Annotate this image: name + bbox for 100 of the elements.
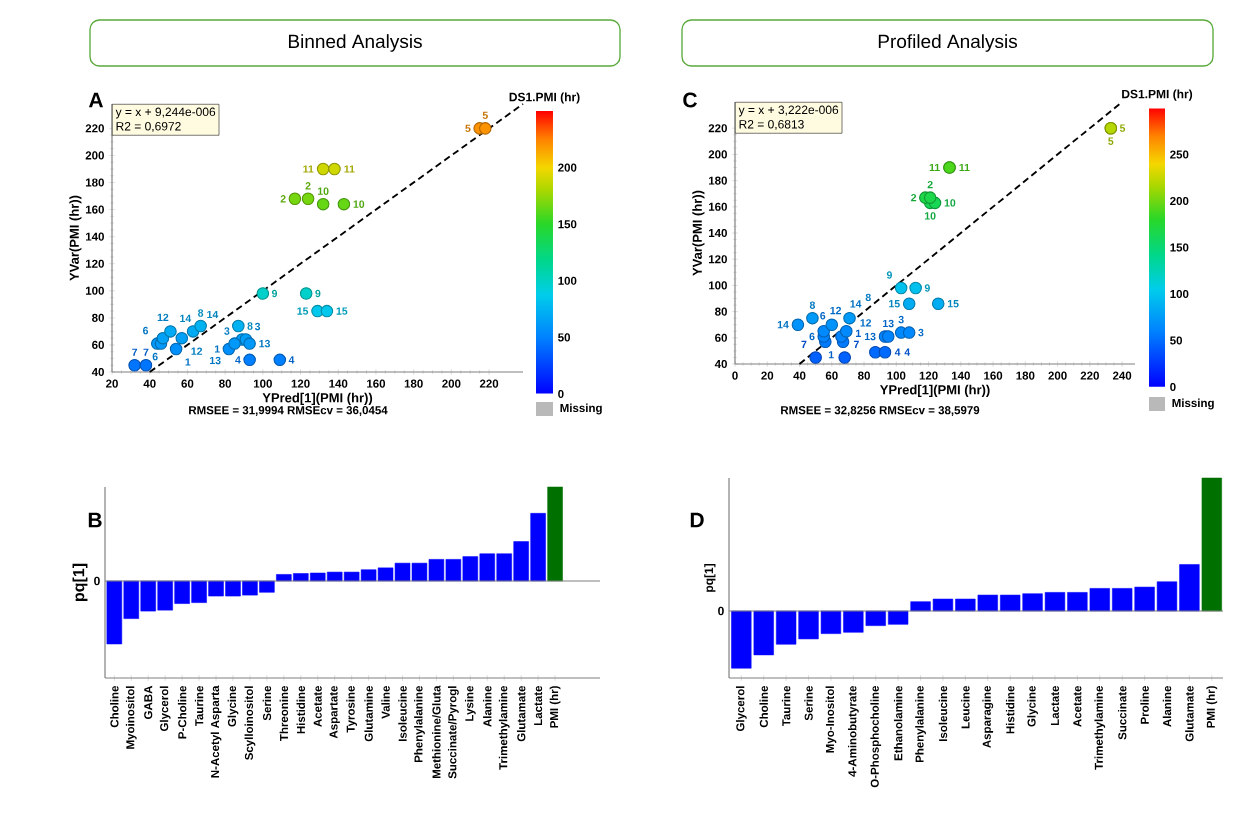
x-tick-label: Choline xyxy=(110,685,119,728)
x-tick-label: 200 xyxy=(442,379,461,388)
y-tick-label: 60 xyxy=(715,333,727,342)
color-bar-label: 100 xyxy=(558,276,577,285)
x-tick-label: Lactate xyxy=(1050,685,1059,726)
annotation: 11 xyxy=(303,165,314,173)
annotation: 12 xyxy=(191,347,203,355)
y-tick-label: 200 xyxy=(85,151,104,160)
annotation: 11 xyxy=(959,163,970,172)
annotation: 14 xyxy=(850,300,862,308)
x-tick-label: 60 xyxy=(181,379,194,388)
annotation: y = x + 3,222e-006 xyxy=(738,105,839,117)
annotation: 10 xyxy=(944,199,956,207)
annotation: 5 xyxy=(1119,124,1126,132)
annotation: 2 xyxy=(305,182,311,190)
y-tick-label: 100 xyxy=(86,286,104,295)
x-tick-label: Isoleucine xyxy=(938,685,948,741)
y-tick-label: 180 xyxy=(86,178,104,187)
text: Missing xyxy=(560,403,602,415)
annotation: 3 xyxy=(918,328,924,337)
annotation: 5 xyxy=(1108,137,1114,145)
x-tick-label: Threonine xyxy=(279,685,289,741)
text: D xyxy=(690,512,704,528)
annotation: 6 xyxy=(820,311,826,320)
annotation: 2 xyxy=(280,195,286,203)
annotation: 2 xyxy=(927,180,933,189)
color-bar-title: DS1.PMI (hr) xyxy=(1122,89,1193,101)
annotation: 5 xyxy=(465,124,471,133)
annotation: 1 xyxy=(856,329,861,337)
x-tick-label: 0 xyxy=(732,371,738,380)
x-tick-label: 20 xyxy=(761,371,774,380)
annotation: 9 xyxy=(924,284,930,292)
annotation: 4 xyxy=(235,356,241,364)
x-tick-label: Glycerol xyxy=(159,686,171,732)
y-tick-label: 120 xyxy=(86,259,104,268)
x-tick-label: Myo-Inositol xyxy=(825,686,837,753)
annotation: 7 xyxy=(143,348,149,356)
x-tick-label: 240 xyxy=(1112,371,1132,380)
text: A xyxy=(88,92,104,108)
x-tick-label: Ethanolamine xyxy=(893,685,903,761)
annotation: 6 xyxy=(152,352,158,361)
x-axis-title: YPred[1](PMI (hr)) xyxy=(879,384,990,397)
annotation: 11 xyxy=(929,163,940,172)
annotation: 1 xyxy=(828,351,834,359)
text: RMSEE = 32,8256 RMSEcv = 38,5979 xyxy=(781,406,980,416)
x-tick-label: 120 xyxy=(919,371,938,380)
x-tick-label: 60 xyxy=(825,371,838,380)
x-axis-title: YPred[1](PMI (hr)) xyxy=(262,392,373,405)
annotation: 13 xyxy=(864,332,876,341)
annotation: 12 xyxy=(860,319,872,327)
color-bar-label: 200 xyxy=(558,163,577,172)
x-tick-label: GABA xyxy=(144,685,153,719)
annotation: 13 xyxy=(883,319,894,328)
x-tick-label: Phenylalanine xyxy=(915,685,926,763)
y-tick-label: 160 xyxy=(86,205,104,214)
text: RMSEE = 31,9994 RMSEcv = 36,0454 xyxy=(189,406,388,416)
annotation: 3 xyxy=(898,315,904,324)
y-tick-label: 100 xyxy=(709,281,727,290)
color-bar-label: 200 xyxy=(1170,196,1189,206)
color-bar-label: 150 xyxy=(1170,243,1189,252)
text: Missing xyxy=(1172,398,1214,410)
text: 0 xyxy=(94,576,100,586)
y-tick-label: 220 xyxy=(85,124,104,133)
x-tick-label: Acetate xyxy=(313,685,322,727)
x-tick-label: Glycine xyxy=(227,685,239,727)
x-tick-label: Isoleucine xyxy=(398,685,407,741)
color-bar-label: 50 xyxy=(1170,336,1183,345)
x-tick-label: Lactate xyxy=(534,685,543,726)
y-tick-label: 200 xyxy=(708,150,727,159)
annotation: 5 xyxy=(482,111,488,120)
y-tick-label: 40 xyxy=(714,359,727,369)
y-tick-label: 160 xyxy=(709,202,727,211)
x-tick-label: Proline xyxy=(1140,685,1149,724)
annotation: 15 xyxy=(947,300,959,308)
x-tick-label: Acetate xyxy=(1073,685,1082,727)
x-tick-label: Scylloinositol xyxy=(244,686,256,760)
x-tick-label: PMI (hr) xyxy=(549,686,561,728)
annotation: 8 xyxy=(809,301,816,309)
annotation: 6 xyxy=(809,332,815,341)
x-tick-label: Succinate/Pyrogl xyxy=(447,686,459,779)
x-tick-label: 80 xyxy=(219,379,232,388)
y-tick-label: 60 xyxy=(92,340,104,349)
x-tick-label: Lysine xyxy=(464,685,476,721)
x-tick-label: Taurine xyxy=(781,685,791,727)
x-tick-label: 180 xyxy=(404,379,423,388)
y-axis-title: pq[1] xyxy=(704,564,716,592)
x-tick-label: 100 xyxy=(253,379,272,388)
annotation: 1 xyxy=(214,345,220,353)
x-tick-label: 180 xyxy=(1016,371,1035,380)
x-tick-label: 80 xyxy=(858,371,870,380)
x-tick-label: P-Choline xyxy=(177,685,187,739)
x-tick-label: Choline xyxy=(759,685,768,728)
y-tick-label: 220 xyxy=(708,124,727,133)
annotation: 1 xyxy=(185,358,191,366)
x-tick-label: Asparagine xyxy=(982,685,994,748)
text: 0 xyxy=(718,606,724,616)
y-tick-label: 120 xyxy=(709,255,727,264)
annotation: 10 xyxy=(353,200,365,208)
text: B xyxy=(88,512,102,528)
color-bar-label: 250 xyxy=(1170,150,1189,159)
